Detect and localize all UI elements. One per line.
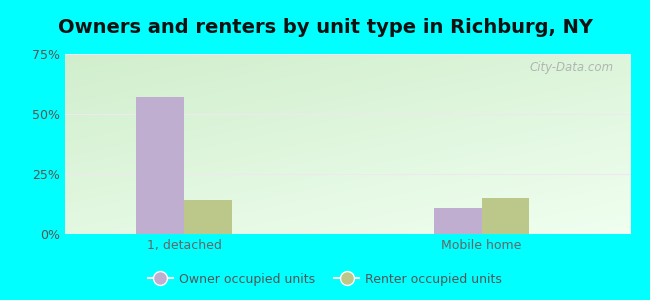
Legend: Owner occupied units, Renter occupied units: Owner occupied units, Renter occupied un… [143, 268, 507, 291]
Text: City-Data.com: City-Data.com [529, 61, 614, 74]
Bar [184, 200, 231, 234]
Bar [434, 208, 482, 234]
Bar [136, 97, 184, 234]
Bar [482, 198, 529, 234]
Text: Owners and renters by unit type in Richburg, NY: Owners and renters by unit type in Richb… [57, 18, 593, 37]
